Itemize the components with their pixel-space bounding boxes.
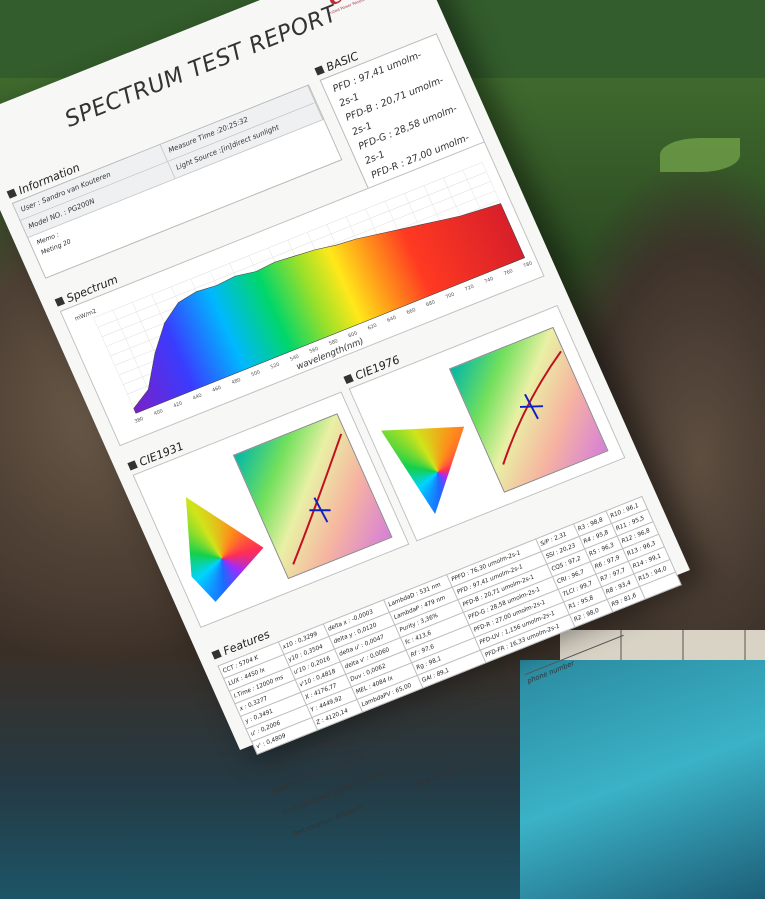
pool-water xyxy=(520,660,765,899)
planckian-locus xyxy=(502,350,562,465)
x-tick-label: 600 xyxy=(347,330,358,339)
x-tick-label: 580 xyxy=(328,338,339,347)
x-tick-label: 380 xyxy=(134,416,145,425)
square-bullet-icon xyxy=(127,460,138,471)
x-tick-label: 740 xyxy=(483,276,494,285)
report-sheet: UPRtek United Power Research Technology … xyxy=(0,0,690,839)
x-tick-label: 480 xyxy=(231,377,242,386)
x-tick-label: 660 xyxy=(406,307,417,316)
x-tick-label: 720 xyxy=(464,284,475,293)
chromaticity-zoom xyxy=(448,326,609,493)
cie1931-chart xyxy=(132,391,410,628)
planckian-locus xyxy=(292,433,343,565)
x-tick-label: 760 xyxy=(503,268,514,277)
x-tick-label: 440 xyxy=(192,393,203,402)
square-bullet-icon xyxy=(314,65,325,76)
square-bullet-icon xyxy=(343,373,354,385)
square-bullet-icon xyxy=(211,649,222,660)
x-tick-label: 780 xyxy=(522,260,533,269)
spectrum-area xyxy=(133,203,526,414)
x-tick-label: 700 xyxy=(445,292,456,301)
leaf-shape xyxy=(660,138,740,172)
x-tick-label: 400 xyxy=(153,408,164,417)
x-tick-label: 540 xyxy=(289,354,300,363)
planckian-locus-svg xyxy=(292,433,343,565)
x-tick-label: 500 xyxy=(250,369,261,378)
grid-line xyxy=(93,317,137,414)
spectrum-chart: 380 400 420 440 460 480 500 520 540 560 580 600 620 6… xyxy=(59,141,545,447)
planckian-locus-svg xyxy=(502,350,562,465)
x-tick-label: 640 xyxy=(386,315,397,324)
x-tick-label: 620 xyxy=(367,323,378,332)
x-tick-label: 460 xyxy=(211,385,222,394)
x-tick-label: 420 xyxy=(172,400,183,409)
measurement-cross xyxy=(313,497,329,523)
chromaticity-zoom xyxy=(232,413,393,580)
cie1976-chart xyxy=(348,305,626,542)
x-tick-label: 520 xyxy=(270,361,281,370)
measurement-cross xyxy=(524,393,539,420)
y-unit-label: mW/m2 xyxy=(74,308,98,322)
chart-ticks: 380 400 420 440 460 480 500 520 540 560 580 600 620 6… xyxy=(134,260,534,424)
square-bullet-icon xyxy=(6,188,17,199)
x-tick-label: 560 xyxy=(309,346,320,355)
square-bullet-icon xyxy=(54,296,65,307)
spectrum-svg: 380 400 420 440 460 480 500 520 540 560 580 600 620 6… xyxy=(74,162,534,425)
x-tick-label: 680 xyxy=(425,299,436,308)
